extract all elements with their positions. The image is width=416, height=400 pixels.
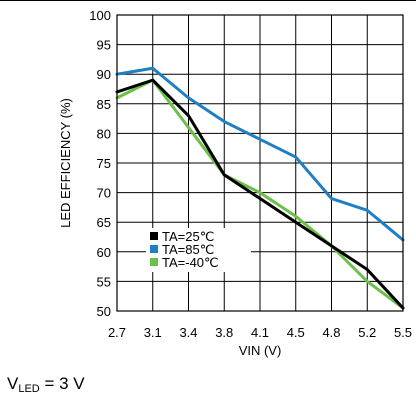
plot-frame bbox=[116, 14, 404, 312]
y-tick-label: 50 bbox=[97, 304, 111, 319]
x-tick-label: 2.7 bbox=[108, 325, 126, 340]
top-rule bbox=[0, 0, 416, 1]
x-tick-label: 5.2 bbox=[358, 325, 376, 340]
y-tick-label: 95 bbox=[97, 38, 111, 53]
efficiency-chart: 50 55 60 65 70 75 80 85 90 95 100 2.7 3.1 3.4 3.8 4.1 4.… bbox=[58, 8, 412, 358]
series-line-0 bbox=[115, 78, 405, 310]
grid bbox=[117, 15, 403, 311]
x-tick-label: 3.4 bbox=[179, 325, 197, 340]
caption-subscript: LED bbox=[18, 383, 40, 395]
y-tick-label: 100 bbox=[89, 8, 111, 23]
x-axis-title: VIN (V) bbox=[239, 343, 282, 358]
legend-swatch bbox=[150, 258, 158, 266]
x-tick-label: 4.1 bbox=[251, 325, 269, 340]
y-tick-label: 65 bbox=[97, 215, 111, 230]
y-tick-label: 85 bbox=[97, 97, 111, 112]
x-tick-label: 4.8 bbox=[322, 325, 340, 340]
x-tick-label: 3.1 bbox=[144, 325, 162, 340]
vled-condition-caption: VLED = 3 V bbox=[7, 374, 85, 395]
legend-box bbox=[146, 228, 251, 272]
y-tick-label: 70 bbox=[97, 186, 111, 201]
y-axis-title: LED EFFICIENCY (%) bbox=[58, 98, 73, 228]
legend-swatch bbox=[150, 232, 158, 240]
y-tick-label: 75 bbox=[97, 156, 111, 171]
x-tick-label: 5.5 bbox=[394, 325, 412, 340]
legend-swatch bbox=[150, 245, 158, 253]
x-tick-label: 4.5 bbox=[287, 325, 305, 340]
series-line-1 bbox=[115, 66, 405, 242]
y-tick-label: 80 bbox=[97, 126, 111, 141]
legend: TA=25℃TA=85℃TA=-40℃ bbox=[146, 228, 251, 272]
series-lines bbox=[115, 66, 405, 310]
caption-symbol: V bbox=[7, 374, 19, 393]
caption-value: = 3 V bbox=[39, 374, 85, 393]
legend-label: TA=25℃ bbox=[162, 229, 214, 244]
series-line-2 bbox=[115, 78, 405, 310]
y-tick-label: 60 bbox=[97, 245, 111, 260]
legend-label: TA=85℃ bbox=[162, 242, 214, 257]
legend-label: TA=-40℃ bbox=[162, 255, 219, 270]
tick-labels: 50 55 60 65 70 75 80 85 90 95 100 2.7 3.1 3.4 3.8 4.1 4.… bbox=[89, 8, 412, 340]
x-tick-label: 3.8 bbox=[215, 325, 233, 340]
y-tick-label: 55 bbox=[97, 274, 111, 289]
y-tick-label: 90 bbox=[97, 67, 111, 82]
